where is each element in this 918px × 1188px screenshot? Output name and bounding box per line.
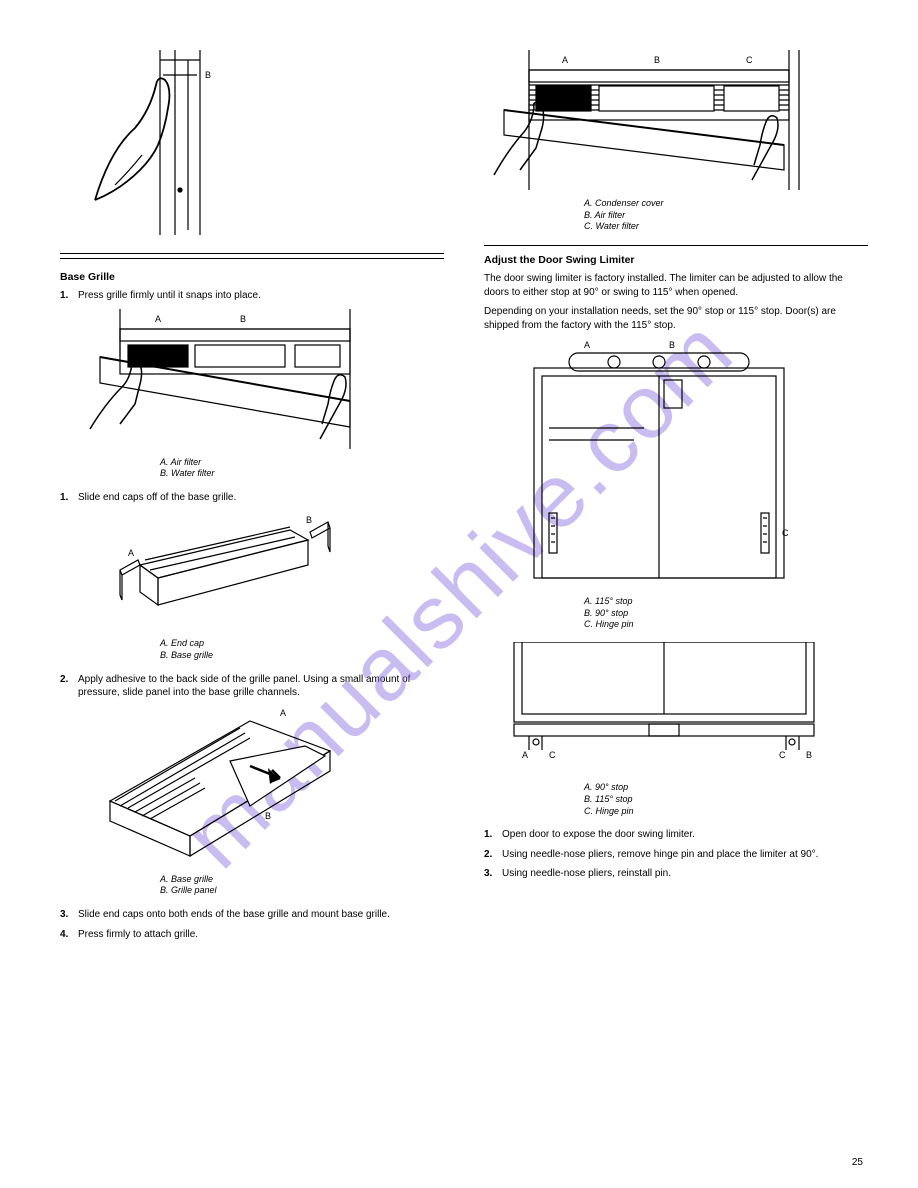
callout-label: B [654, 55, 660, 65]
step-text: Using needle-nose pliers, remove hinge p… [502, 848, 868, 862]
figure-label: A. End cap [160, 638, 444, 650]
figure-bottom-hinges: A C C B [494, 642, 868, 762]
step-text: Slide end caps onto both ends of the bas… [78, 908, 444, 922]
paragraph: Depending on your installation needs, se… [484, 305, 868, 332]
callout-label: B [806, 750, 812, 760]
step: 1. Open door to expose the door swing li… [484, 828, 868, 842]
callout-label: A [584, 340, 590, 350]
figure-label: A. Base grille [160, 874, 444, 886]
divider [60, 258, 444, 259]
page-content: B Base Grille 1. Press grille firmly unt… [60, 50, 868, 947]
section-title-limiter: Adjust the Door Swing Limiter [484, 254, 868, 266]
section-title-base-grille: Base Grille [60, 271, 444, 283]
step-number: 1. [60, 491, 78, 505]
figure-label: C. Hinge pin [584, 806, 868, 818]
page-number: 25 [852, 1157, 863, 1168]
step: 1. Slide end caps off of the base grille… [60, 491, 444, 505]
figure-slide-panel: A B [100, 706, 444, 866]
step-text: Slide end caps off of the base grille. [78, 491, 444, 505]
figure-label: B. Base grille [160, 650, 444, 662]
figure-grille-remove: A B C [484, 50, 868, 190]
figure-label: A. Condenser cover [584, 198, 868, 210]
callout-label: B [669, 340, 675, 350]
figure-label: B. 115° stop [584, 794, 868, 806]
callout-label: A [280, 708, 286, 718]
callout-label: C [549, 750, 556, 760]
figure-label: C. Hinge pin [584, 619, 868, 631]
figure-grille-snap: A B [80, 309, 444, 449]
step-number: 4. [60, 928, 78, 942]
step-text: Using needle-nose pliers, reinstall pin. [502, 867, 868, 881]
callout-label: B [265, 811, 271, 821]
callout-label: C [746, 55, 753, 65]
figure-label: A. 90° stop [584, 782, 868, 794]
step-text: Apply adhesive to the back side of the g… [78, 673, 444, 700]
figure-label: C. Water filter [584, 221, 868, 233]
callout-label: B [240, 314, 246, 324]
figure-door-seal: B [60, 50, 444, 235]
step: 2. Apply adhesive to the back side of th… [60, 673, 444, 700]
callout-label: A [128, 548, 134, 558]
callout-label: A [522, 750, 528, 760]
step: 3. Using needle-nose pliers, reinstall p… [484, 867, 868, 881]
step: 2. Using needle-nose pliers, remove hing… [484, 848, 868, 862]
step-text: Press grille firmly until it snaps into … [78, 289, 444, 303]
left-column: B Base Grille 1. Press grille firmly unt… [60, 50, 444, 947]
callout-label: B [306, 515, 312, 525]
callout-label: C [782, 528, 789, 538]
figure-label: B. Air filter [584, 210, 868, 222]
step-number: 1. [484, 828, 502, 842]
paragraph: The door swing limiter is factory instal… [484, 272, 868, 299]
divider [484, 245, 868, 246]
step-number: 2. [60, 673, 78, 700]
step-number: 3. [484, 867, 502, 881]
step: 3. Slide end caps onto both ends of the … [60, 908, 444, 922]
step: 1. Press grille firmly until it snaps in… [60, 289, 444, 303]
step-number: 1. [60, 289, 78, 303]
divider [60, 253, 444, 254]
step-text: Press firmly to attach grille. [78, 928, 444, 942]
callout-label: A [562, 55, 568, 65]
step-number: 2. [484, 848, 502, 862]
figure-label: B. 90° stop [584, 608, 868, 620]
callout-label: B [205, 70, 211, 80]
figure-end-caps: A B [110, 510, 444, 630]
callout-label: C [779, 750, 786, 760]
figure-top-hinges: A B C [514, 338, 868, 588]
figure-label: B. Grille panel [160, 885, 444, 897]
step: 4. Press firmly to attach grille. [60, 928, 444, 942]
callout-label: A [155, 314, 161, 324]
step-number: 3. [60, 908, 78, 922]
figure-label: B. Water filter [160, 468, 444, 480]
figure-label: A. Air filter [160, 457, 444, 469]
right-column: A B C A. Condenser cover B. Air filter C… [484, 50, 868, 947]
figure-label: A. 115° stop [584, 596, 868, 608]
step-text: Open door to expose the door swing limit… [502, 828, 868, 842]
